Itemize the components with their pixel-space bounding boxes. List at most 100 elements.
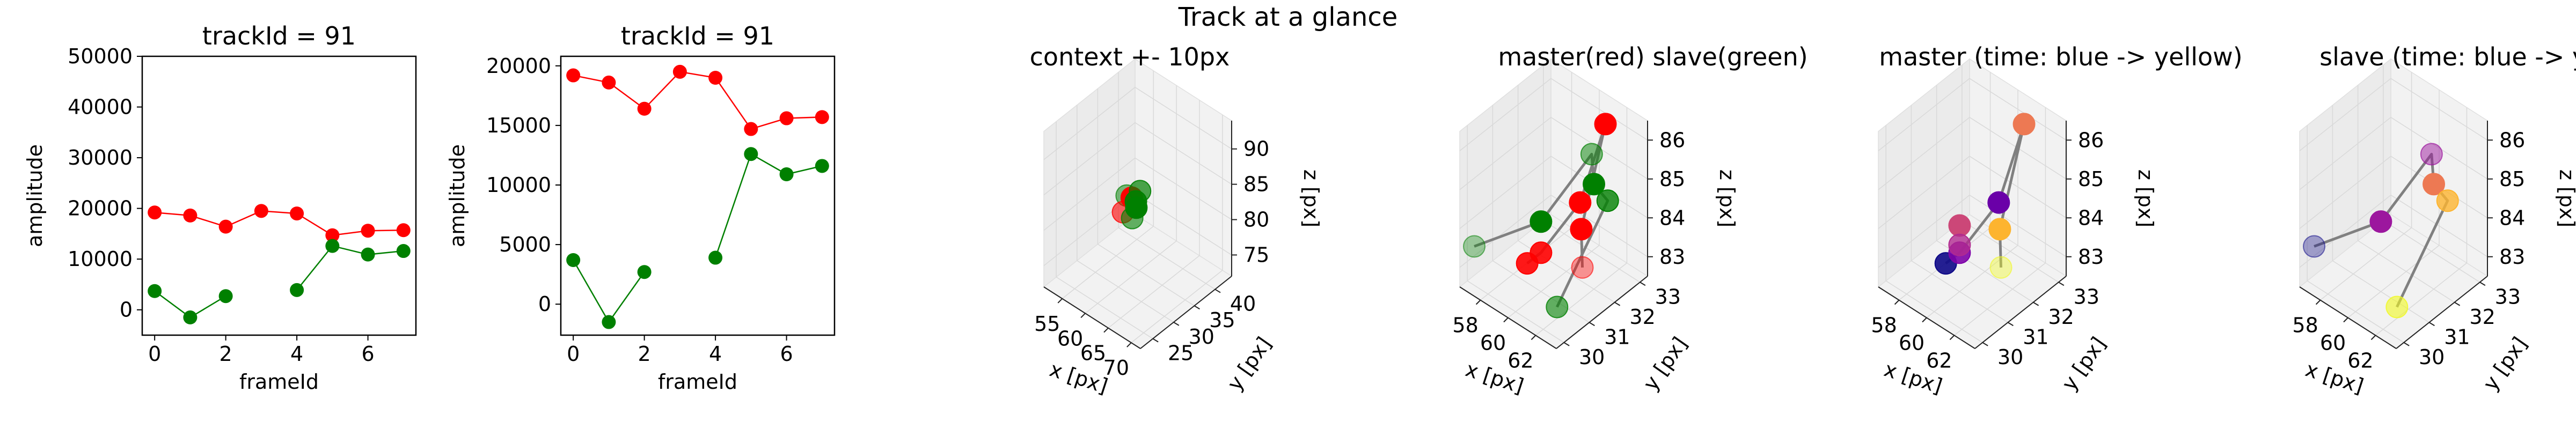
- x-tick-label: 6: [361, 342, 374, 366]
- z-tick-label: 85: [1659, 167, 1685, 191]
- y-axis-line: [1140, 276, 1232, 349]
- y-tick-label: 5000: [499, 233, 551, 256]
- plot-frame: [560, 55, 836, 336]
- z-tick-label: 85: [1243, 173, 1269, 196]
- y-tick-label: 35: [1209, 308, 1235, 332]
- y-tick: [2403, 342, 2410, 346]
- z-tick-label: 83: [2499, 245, 2525, 269]
- grid-line: [1077, 105, 1174, 323]
- y-tick: [1173, 322, 1180, 326]
- data-point: [1948, 214, 1971, 237]
- chart-title: trackId = 91: [621, 21, 774, 50]
- data-point: [708, 250, 723, 265]
- x-tick: [2315, 299, 2321, 305]
- x-tick: [1080, 313, 1086, 318]
- chart-title: slave (time: blue -> yellow): [2319, 42, 2576, 71]
- data-point: [566, 253, 581, 267]
- data-point: [602, 75, 616, 90]
- grid-line: [1131, 115, 1223, 343]
- x-axis-label: frameId: [658, 370, 737, 394]
- z-axis-label: z [px]: [2555, 169, 2576, 227]
- y-tick-label: 33: [2495, 285, 2521, 308]
- data-point: [602, 315, 616, 329]
- grid-line: [2299, 116, 2488, 190]
- x-tick-label: 60: [1480, 331, 1506, 355]
- y-tick-label: 40: [1230, 292, 1256, 316]
- z-tick-label: 85: [2078, 167, 2104, 191]
- data-point: [1988, 218, 2011, 241]
- x-tick: [1103, 327, 1109, 333]
- y-tick: [1214, 289, 1221, 293]
- y-tick-label: 30: [2419, 345, 2445, 369]
- y-tick: [1982, 342, 1988, 346]
- data-point: [2420, 143, 2443, 166]
- chart-title: master (time: blue -> yellow): [1879, 42, 2242, 71]
- z-tick-label: 86: [2078, 128, 2104, 152]
- data-point: [183, 310, 197, 324]
- data-point: [1529, 210, 1553, 233]
- grid-line: [1056, 121, 1153, 339]
- data-point: [1121, 206, 1144, 230]
- back-pane-x: [2299, 58, 2391, 288]
- z-tick-label: 84: [2078, 206, 2104, 230]
- y-tick: [2058, 282, 2065, 286]
- z-tick-label: 75: [1243, 243, 1269, 267]
- data-point: [2385, 295, 2409, 319]
- grid-line: [1118, 72, 1216, 290]
- x-tick: [1126, 342, 1132, 347]
- grid-line: [1936, 85, 2034, 303]
- grid-line: [1459, 116, 1648, 190]
- y-tick-label: 50000: [68, 45, 133, 68]
- data-point: [1594, 113, 1617, 136]
- data-point: [1580, 143, 1603, 166]
- data-point: [290, 283, 304, 297]
- z-axis-label: z [px]: [1715, 169, 1739, 227]
- grid-line: [2347, 90, 2440, 319]
- data-point: [1571, 256, 1594, 279]
- x-tick: [1949, 335, 1955, 341]
- grid-line: [1878, 194, 2067, 268]
- data-point: [566, 68, 581, 83]
- data-point: [779, 111, 794, 125]
- x-tick-label: 6: [780, 342, 793, 366]
- data-point: [2436, 189, 2459, 212]
- grid-line: [1467, 125, 1564, 343]
- y-tick-label: 30: [1997, 345, 2023, 369]
- y-tick-label: 20000: [68, 197, 133, 220]
- y-tick-label: 31: [1604, 325, 1630, 349]
- data-point: [361, 247, 375, 262]
- grid-line: [1885, 125, 1983, 343]
- y-tick-label: 30000: [68, 146, 133, 169]
- grid-line: [1517, 85, 1615, 303]
- grid-line: [1043, 86, 1232, 160]
- x-tick-label: 58: [1871, 314, 1897, 337]
- x-tick-label: 58: [1452, 314, 1478, 337]
- back-pane-x: [1878, 58, 1970, 288]
- y-tick: [2454, 301, 2461, 306]
- data-point: [396, 223, 411, 238]
- grid-line: [2307, 125, 2404, 343]
- x-tick-label: 60: [1899, 331, 1924, 355]
- x-tick-label: 2: [638, 342, 651, 366]
- y-tick-label: 40000: [68, 95, 133, 119]
- series-line: [296, 245, 404, 291]
- data-point: [396, 244, 411, 258]
- z-tick-label: 90: [1243, 137, 1269, 161]
- y-tick-label: 0: [538, 292, 551, 316]
- trajectory-line: [2314, 153, 2449, 308]
- y-tick-label: 33: [2074, 285, 2099, 308]
- x-tick: [1531, 335, 1536, 341]
- data-point: [1129, 180, 1152, 203]
- data-point: [325, 239, 340, 253]
- x-tick-label: 60: [1057, 327, 1083, 350]
- y-tick: [1563, 342, 1570, 346]
- data-point: [2012, 113, 2036, 136]
- x-tick-label: 58: [2292, 314, 2318, 337]
- x-tick-label: 0: [567, 342, 580, 366]
- data-point: [183, 208, 197, 223]
- x-tick: [2343, 317, 2348, 323]
- grid-line: [1108, 100, 1200, 329]
